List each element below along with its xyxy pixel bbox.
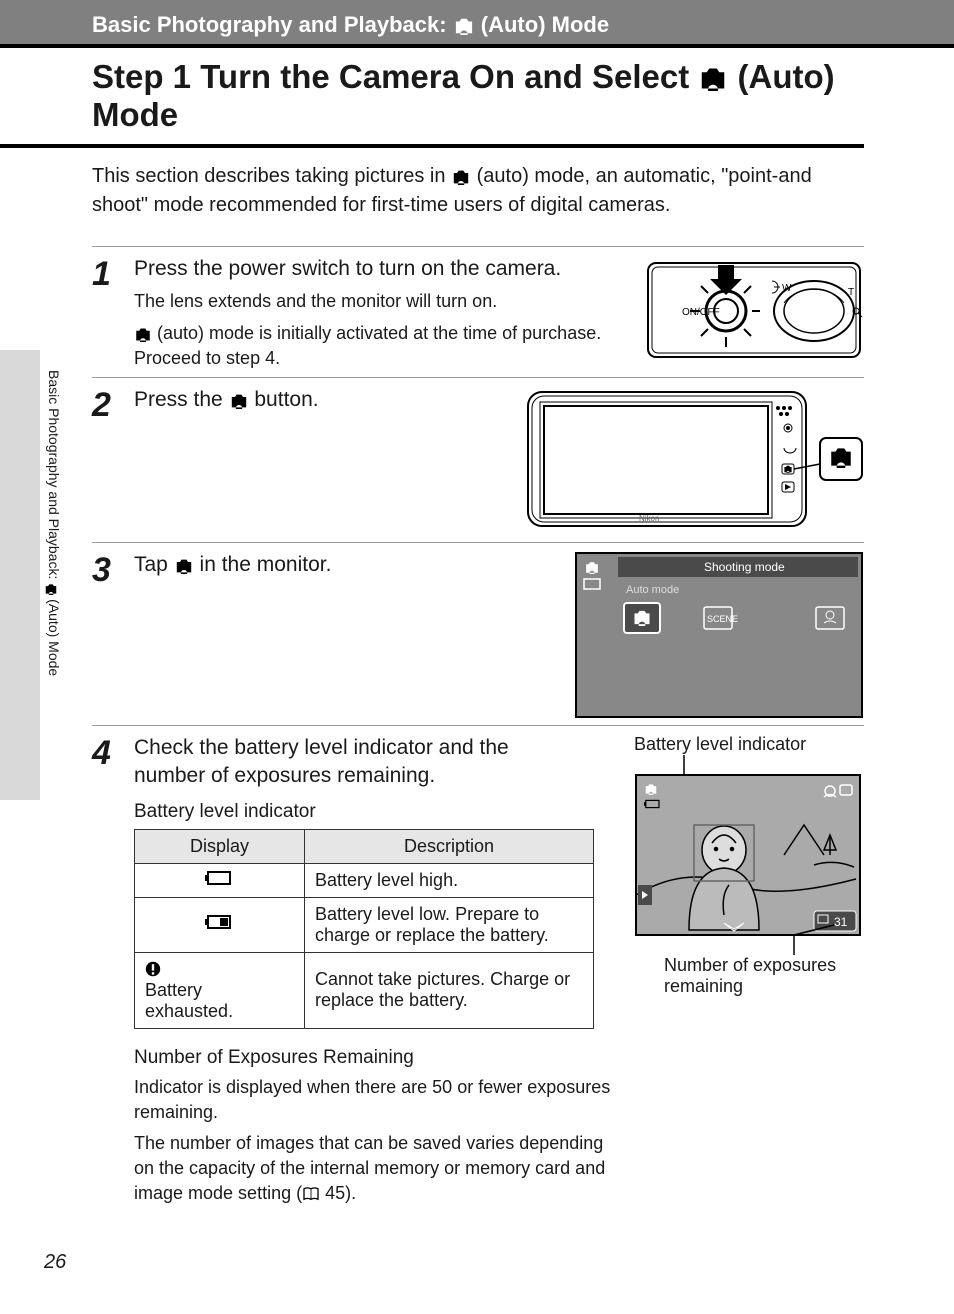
- table-row: Battery level low. Prepare to charge or …: [135, 897, 594, 952]
- step-number: 1: [92, 257, 120, 371]
- cell-desc: Cannot take pictures. Charge or replace …: [305, 952, 594, 1028]
- step-heading: Check the battery level indicator and th…: [134, 734, 554, 791]
- svg-text:Nikon: Nikon: [639, 514, 659, 523]
- side-label: Basic Photography and Playback: (Auto) M…: [44, 370, 62, 676]
- camera-icon: [174, 558, 194, 574]
- step-4: 4 Check the battery level indicator and …: [92, 725, 864, 1207]
- step-number: 3: [92, 553, 120, 719]
- table-title: Battery level indicator: [134, 801, 620, 823]
- col-display: Display: [135, 829, 305, 863]
- svg-text:31: 31: [834, 915, 848, 929]
- step-3: 3 Tap in the monitor. Shooting mode Auto…: [92, 542, 864, 719]
- figure-display-indicators: Battery level indicator: [634, 734, 864, 1207]
- camera-icon: [134, 327, 152, 342]
- page-number: 26: [44, 1251, 66, 1274]
- page-title: Step 1 Turn the Camera On and Select (Au…: [0, 52, 864, 148]
- svg-text:W: W: [782, 283, 792, 294]
- camera-icon: [229, 393, 249, 409]
- camera-icon: [453, 17, 475, 35]
- intro-text: This section describes taking pictures i…: [0, 148, 954, 240]
- camera-icon: [698, 66, 728, 91]
- figure-camera-back: Nikon: [524, 386, 864, 536]
- col-description: Description: [305, 829, 594, 863]
- svg-text:Auto mode: Auto mode: [626, 584, 679, 596]
- battery-low-icon: [135, 897, 305, 952]
- cell-desc: Battery level low. Prepare to charge or …: [305, 897, 594, 952]
- step-1: 1 Press the power switch to turn on the …: [92, 246, 864, 371]
- table-row: Battery level high.: [135, 863, 594, 897]
- step-subtext: (auto) mode is initially activated at th…: [134, 321, 630, 371]
- step-heading: Press the button.: [134, 386, 510, 414]
- book-icon: [302, 1187, 320, 1201]
- figure-power-switch: ON/OFF W T: [644, 255, 864, 371]
- step-heading: Tap in the monitor.: [134, 551, 560, 579]
- svg-text:SCENE: SCENE: [707, 614, 738, 624]
- fig-label-bottom: Number of exposures remaining: [664, 955, 864, 997]
- battery-table: Display Description Battery level high. …: [134, 829, 594, 1029]
- onoff-label: ON/OFF: [682, 307, 720, 318]
- breadcrumb: Basic Photography and Playback: (Auto) M…: [0, 0, 954, 44]
- svg-text:Shooting mode: Shooting mode: [704, 560, 785, 574]
- table-row: Battery exhausted. Cannot take pictures.…: [135, 952, 594, 1028]
- cell-desc: Battery level high.: [305, 863, 594, 897]
- exposures-text: Indicator is displayed when there are 50…: [134, 1075, 620, 1125]
- camera-icon: [44, 583, 58, 595]
- fig-label-top: Battery level indicator: [634, 734, 864, 755]
- side-tab: [0, 350, 40, 800]
- battery-exhausted-label: Battery exhausted.: [135, 952, 305, 1028]
- svg-text:T: T: [848, 287, 854, 298]
- step-2: 2 Press the button.: [92, 377, 864, 536]
- step-number: 4: [92, 736, 120, 1207]
- battery-full-icon: [135, 863, 305, 897]
- exposures-text: The number of images that can be saved v…: [134, 1131, 620, 1207]
- figure-shooting-mode-screen: Shooting mode Auto mode SCENE: [574, 551, 864, 719]
- warning-icon: [145, 961, 161, 977]
- step-subtext: The lens extends and the monitor will tu…: [134, 289, 630, 314]
- exposures-heading: Number of Exposures Remaining: [134, 1047, 620, 1069]
- step-number: 2: [92, 388, 120, 536]
- step-heading: Press the power switch to turn on the ca…: [134, 255, 630, 283]
- camera-icon: [451, 169, 471, 185]
